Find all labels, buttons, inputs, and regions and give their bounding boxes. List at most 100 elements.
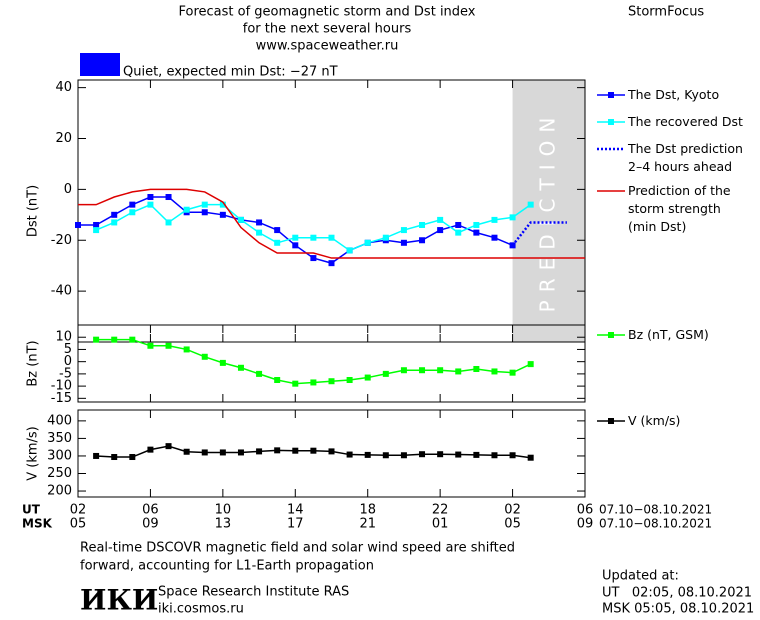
point xyxy=(527,361,534,368)
point xyxy=(147,194,154,201)
point xyxy=(455,451,462,458)
point xyxy=(274,227,281,234)
point xyxy=(437,227,444,234)
point xyxy=(400,452,407,459)
legend-marker xyxy=(608,418,614,424)
y-axis-label: Bz (nT) xyxy=(26,340,41,386)
point xyxy=(473,229,480,236)
point xyxy=(201,353,208,360)
plot-frame xyxy=(77,79,586,343)
title-line: Forecast of geomagnetic storm and Dst in… xyxy=(178,5,475,20)
x-tick-label: 21 xyxy=(359,517,376,532)
point xyxy=(93,452,100,459)
point xyxy=(491,452,498,459)
series-line xyxy=(96,338,531,385)
x-tick-label: 06 xyxy=(577,503,594,518)
point xyxy=(364,239,371,246)
point xyxy=(310,379,317,386)
x-tick-label: 06 xyxy=(142,503,159,518)
legend-label: Bz (nT, GSM) xyxy=(628,327,709,342)
point xyxy=(509,452,516,459)
point xyxy=(455,368,462,375)
point xyxy=(256,229,263,236)
point xyxy=(455,221,462,228)
point xyxy=(111,219,118,226)
institute: Space Research Institute RAS xyxy=(158,585,349,600)
point xyxy=(455,229,462,236)
point xyxy=(147,201,154,208)
y-tick-label: -5 xyxy=(59,366,72,381)
prediction-region xyxy=(512,80,585,342)
point xyxy=(111,211,118,218)
point xyxy=(382,234,389,241)
y-tick-label: -15 xyxy=(51,391,72,406)
point xyxy=(509,214,516,221)
title-line: for the next several hours xyxy=(243,22,412,37)
point xyxy=(111,336,118,343)
x-tick-label: 09 xyxy=(577,517,594,532)
point xyxy=(382,452,389,459)
y-tick-label: 250 xyxy=(47,466,72,481)
series-line xyxy=(511,221,567,247)
point xyxy=(129,454,136,461)
x-tick-label: 18 xyxy=(359,503,376,518)
point xyxy=(310,234,317,241)
point xyxy=(346,247,353,254)
point xyxy=(473,221,480,228)
y-tick-label: 20 xyxy=(55,131,72,146)
status-indicator xyxy=(80,53,120,76)
point xyxy=(400,227,407,234)
point xyxy=(310,447,317,454)
point xyxy=(527,454,534,461)
point xyxy=(419,221,426,228)
point xyxy=(419,237,426,244)
point xyxy=(201,449,208,456)
legend-label: The recovered Dst xyxy=(628,114,743,129)
site: iki.cosmos.ru xyxy=(158,602,244,617)
y-tick-label: 40 xyxy=(55,80,72,95)
point xyxy=(219,211,226,218)
point xyxy=(491,368,498,375)
point xyxy=(129,209,136,216)
point xyxy=(256,370,263,377)
x-row-label: UT xyxy=(22,503,41,517)
point xyxy=(437,451,444,458)
legend-marker xyxy=(608,119,614,125)
point xyxy=(274,377,281,383)
y-tick-label: 350 xyxy=(47,431,72,446)
x-tick-label: 09 xyxy=(142,517,159,532)
point xyxy=(292,380,299,387)
point xyxy=(93,227,100,234)
x-tick-label: 02 xyxy=(504,503,521,518)
point xyxy=(419,451,426,458)
legend-label: V (km/s) xyxy=(628,413,681,428)
point xyxy=(274,447,281,454)
x-date-range: 07.10−08.10.2021 xyxy=(599,517,712,531)
x-tick-label: 05 xyxy=(70,517,87,532)
point xyxy=(292,234,299,241)
point xyxy=(129,201,136,208)
point xyxy=(310,255,317,262)
point xyxy=(129,336,136,343)
point xyxy=(75,221,81,228)
point xyxy=(111,454,118,461)
caption: Real-time DSCOVR magnetic field and sola… xyxy=(80,541,515,556)
point xyxy=(201,201,208,208)
x-tick-label: 02 xyxy=(70,503,87,518)
y-tick-label: 5 xyxy=(64,342,72,357)
updated-ut: UT 02:05, 08.10.2021 xyxy=(602,586,752,601)
point xyxy=(292,447,299,454)
point xyxy=(165,219,172,226)
point xyxy=(237,364,244,371)
y-axis-label: Dst (nT) xyxy=(26,185,41,237)
point xyxy=(237,449,244,456)
point xyxy=(419,367,426,374)
point xyxy=(292,242,299,249)
point xyxy=(527,201,534,208)
point xyxy=(437,216,444,223)
legend-label: Prediction of the storm strength (min Ds… xyxy=(628,183,731,234)
series-line xyxy=(78,188,585,259)
legend-marker xyxy=(608,92,614,98)
legend-label: The Dst, Kyoto xyxy=(628,87,720,102)
